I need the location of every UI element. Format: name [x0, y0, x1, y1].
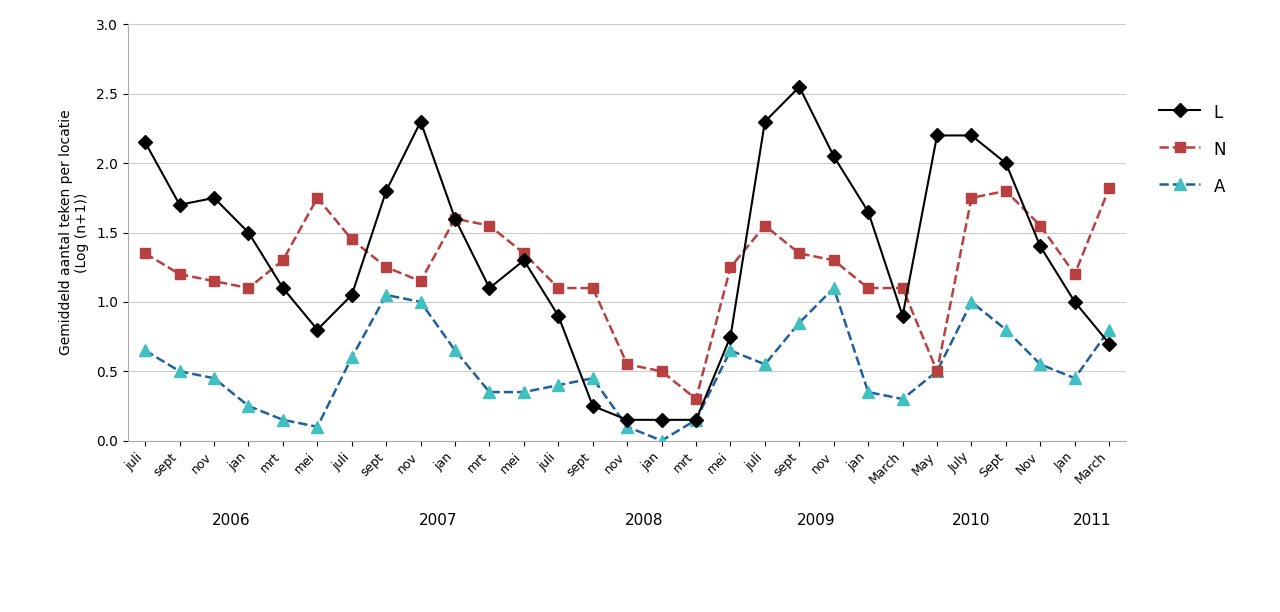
A — [550, 381, 566, 389]
L — [929, 132, 945, 139]
A — [964, 298, 979, 305]
N — [379, 264, 394, 271]
N — [998, 187, 1014, 195]
A — [1102, 326, 1117, 334]
N — [241, 285, 256, 292]
N — [172, 271, 187, 278]
Text: 2010: 2010 — [952, 513, 991, 528]
N — [964, 194, 979, 201]
L — [448, 215, 463, 222]
L — [860, 208, 876, 215]
N — [516, 250, 531, 257]
N — [620, 360, 635, 368]
N — [585, 285, 600, 292]
L — [964, 132, 979, 139]
Text: 2009: 2009 — [797, 513, 836, 528]
A — [791, 319, 806, 326]
L — [137, 139, 152, 146]
N — [413, 277, 429, 285]
Text: 2006: 2006 — [212, 513, 251, 528]
A — [1068, 375, 1083, 382]
A — [929, 368, 945, 375]
L — [275, 285, 291, 292]
A — [516, 389, 531, 396]
A — [275, 416, 291, 424]
N — [1102, 184, 1117, 192]
Text: 2011: 2011 — [1073, 513, 1111, 528]
A — [1033, 360, 1048, 368]
N — [1033, 222, 1048, 230]
A — [758, 360, 773, 368]
A — [620, 423, 635, 430]
N — [860, 285, 876, 292]
L — [172, 201, 187, 209]
A — [689, 416, 704, 424]
A — [310, 423, 325, 430]
L — [516, 256, 531, 264]
N — [206, 277, 221, 285]
A — [448, 347, 463, 354]
L — [310, 326, 325, 334]
N — [344, 236, 360, 243]
L — [1033, 243, 1048, 250]
A — [413, 298, 429, 305]
L — [689, 416, 704, 424]
L — [481, 285, 497, 292]
L — [1102, 340, 1117, 347]
Legend: L, N, A: L, N, A — [1152, 95, 1233, 203]
Line: N: N — [141, 184, 1114, 404]
L — [241, 229, 256, 236]
N — [895, 285, 910, 292]
A — [860, 389, 876, 396]
N — [310, 194, 325, 201]
L — [826, 152, 841, 160]
N — [481, 222, 497, 230]
N — [758, 222, 773, 230]
A — [206, 375, 221, 382]
A — [723, 347, 739, 354]
N — [791, 250, 806, 257]
L — [585, 402, 600, 409]
L — [758, 118, 773, 125]
L — [654, 416, 669, 424]
L — [379, 187, 394, 195]
A — [344, 354, 360, 361]
L — [550, 312, 566, 319]
N — [826, 256, 841, 264]
Y-axis label: Gemiddeld aantal teken per locatie
(Log (n+1)): Gemiddeld aantal teken per locatie (Log … — [59, 110, 90, 356]
N — [137, 250, 152, 257]
A — [998, 326, 1014, 334]
N — [275, 256, 291, 264]
N — [1068, 271, 1083, 278]
L — [206, 194, 221, 201]
A — [826, 285, 841, 292]
Text: 2007: 2007 — [419, 513, 457, 528]
N — [689, 395, 704, 403]
L — [998, 160, 1014, 167]
A — [654, 437, 669, 444]
A — [379, 291, 394, 299]
L — [791, 83, 806, 91]
A — [172, 368, 187, 375]
L — [413, 118, 429, 125]
A — [895, 395, 910, 403]
L — [723, 333, 739, 340]
N — [448, 215, 463, 222]
L — [344, 291, 360, 299]
Text: 2008: 2008 — [625, 513, 663, 528]
L — [620, 416, 635, 424]
L — [1068, 298, 1083, 305]
Line: L: L — [141, 82, 1114, 425]
N — [654, 368, 669, 375]
N — [550, 285, 566, 292]
A — [481, 389, 497, 396]
Line: A: A — [140, 283, 1115, 446]
N — [723, 264, 739, 271]
A — [585, 375, 600, 382]
L — [895, 312, 910, 319]
A — [241, 402, 256, 409]
N — [929, 368, 945, 375]
A — [137, 347, 152, 354]
